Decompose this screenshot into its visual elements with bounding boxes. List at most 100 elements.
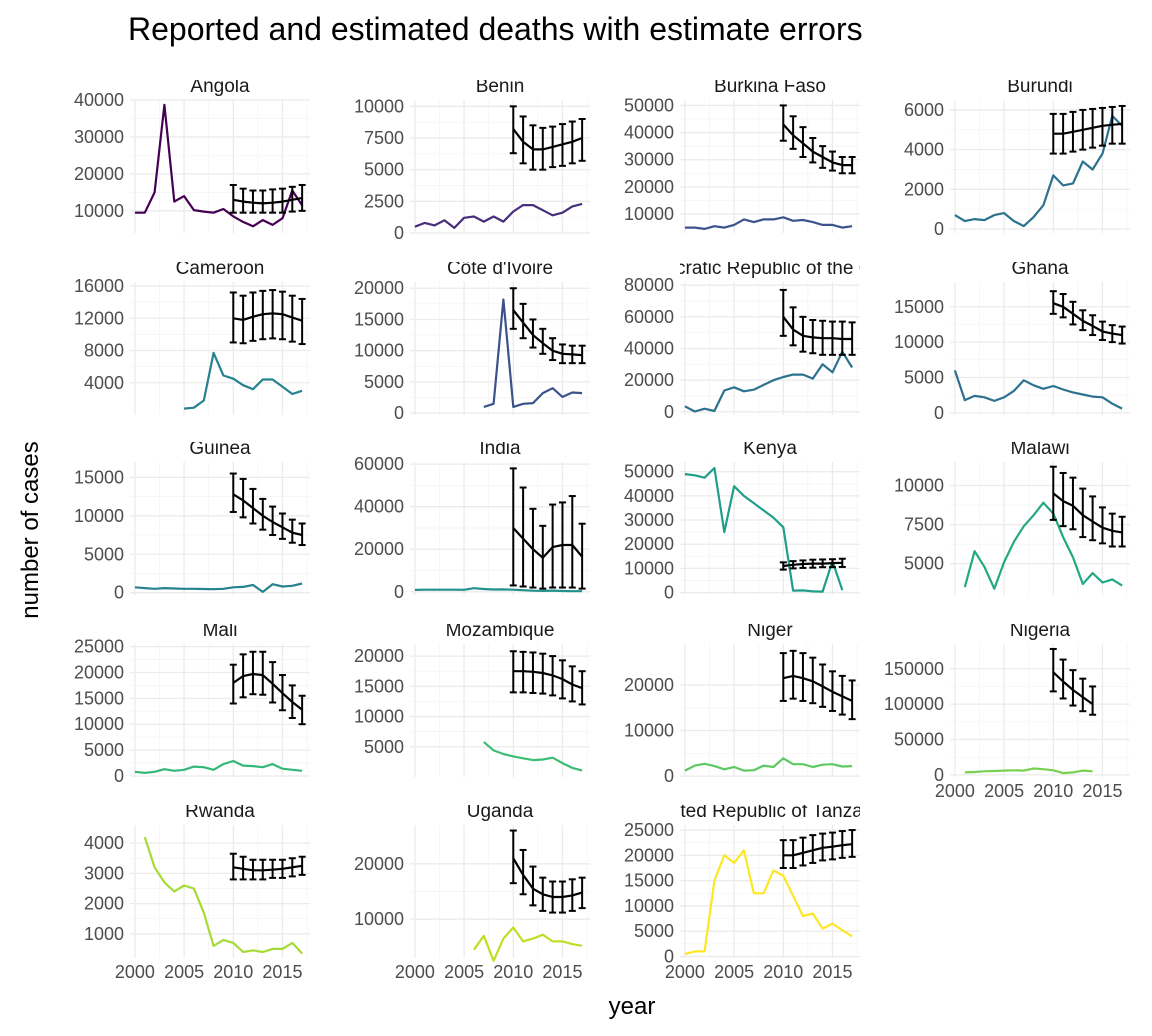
y-tick-label: 40000 <box>624 486 674 506</box>
y-tick-label: 10000 <box>894 332 944 352</box>
facet-strip-label: Angola <box>190 76 250 97</box>
y-tick-label: 40000 <box>624 339 674 359</box>
y-tick-label: 20000 <box>624 675 674 695</box>
y-tick-label: 0 <box>394 223 404 243</box>
y-tick-label: 20000 <box>74 164 124 184</box>
reported-series-line <box>953 370 1123 410</box>
x-axis-title: year <box>609 993 656 1020</box>
y-tick-label: 0 <box>934 219 944 239</box>
reported-series-line <box>684 350 854 413</box>
x-tick-label: 2000 <box>115 962 155 982</box>
estimated-series-line <box>1052 492 1123 534</box>
y-tick-label: 60000 <box>354 454 404 474</box>
facet-panel: Mali 0 5000 10000 15000 20000 25000 <box>74 620 310 786</box>
reported-series-line <box>134 582 303 594</box>
reported-series-line <box>483 298 583 408</box>
y-tick-label: 1000 <box>84 924 124 944</box>
facet-strip-label: Burundi <box>1007 76 1073 97</box>
facet-strip-label: Rwanda <box>185 801 255 822</box>
y-tick-label: 50000 <box>624 95 674 115</box>
facet-panel: Guinea 0 5000 10000 15000 <box>74 438 310 603</box>
y-tick-label: 16000 <box>74 276 124 296</box>
facet-panel: Angola 10000 20000 30000 40000 <box>74 76 310 233</box>
facet-panel: Kenya 0 10000 20000 30000 40000 50000 <box>624 442 860 603</box>
x-tick-label: 2005 <box>984 781 1024 801</box>
y-tick-label: 150000 <box>884 659 944 679</box>
reported-series-line <box>414 202 583 229</box>
x-tick-label: 2000 <box>935 781 975 801</box>
y-tick-label: 5000 <box>84 544 124 564</box>
y-tick-label: 5000 <box>904 368 944 388</box>
facet-panel: Ghana 0 5000 10000 15000 <box>894 258 1130 423</box>
y-tick-label: 30000 <box>624 510 674 530</box>
facet-strip-label: Burkina Faso <box>714 76 826 97</box>
estimated-series-line <box>1053 122 1123 135</box>
facet-strip-label: Guinea <box>189 438 251 459</box>
y-tick-label: 10000 <box>624 896 674 916</box>
y-tick-label: 5000 <box>84 740 124 760</box>
y-tick-label: 15000 <box>74 688 124 708</box>
y-tick-label: 25000 <box>624 820 674 840</box>
y-tick-label: 10000 <box>624 558 674 578</box>
y-tick-label: 20000 <box>354 854 404 874</box>
y-tick-label: 20000 <box>624 845 674 865</box>
reported-series-line <box>143 836 303 955</box>
y-tick-label: 10000 <box>354 707 404 727</box>
y-tick-label: 15000 <box>354 676 404 696</box>
estimated-series-line <box>783 674 853 702</box>
reported-series-line <box>684 466 844 593</box>
y-tick-label: 40000 <box>74 90 124 110</box>
y-tick-label: 0 <box>114 583 124 603</box>
facet-strip-label: Mozambique <box>446 620 555 641</box>
reported-series-line <box>414 587 583 593</box>
facet-panel: Rwanda 1000 2000 3000 4000 2000 2005 2010 2015 <box>84 801 310 982</box>
y-tick-label: 0 <box>664 402 674 422</box>
facet-panel: Democratic Republic of the Congo 0 20000 40… <box>624 262 860 422</box>
y-tick-label: 20000 <box>354 539 404 559</box>
facet-panel: India 0 20000 40000 60000 <box>354 438 590 602</box>
y-tick-label: 2000 <box>904 179 944 199</box>
facet-strip-label: Côte d'Ivoire <box>447 258 553 279</box>
estimated-series-line <box>1052 302 1123 337</box>
y-tick-label: 10000 <box>354 96 404 116</box>
estimated-series-line <box>512 128 583 151</box>
y-tick-label: 4000 <box>904 140 944 160</box>
estimated-series-line <box>233 864 303 872</box>
y-tick-label: 15000 <box>74 467 124 487</box>
x-tick-label: 2010 <box>213 962 253 982</box>
facet-strip-label: Mali <box>203 620 238 641</box>
reported-series-line <box>134 103 304 228</box>
y-tick-label: 0 <box>394 582 404 602</box>
reported-series-line <box>684 757 853 772</box>
y-tick-label: 10000 <box>74 201 124 221</box>
y-tick-label: 20000 <box>354 646 404 666</box>
x-tick-label: 2000 <box>395 962 435 982</box>
estimated-series-line <box>232 493 303 537</box>
y-tick-label: 0 <box>934 403 944 423</box>
estimated-series-line <box>782 316 853 341</box>
facet-panel: Cameroon 4000 8000 12000 16000 <box>74 258 310 415</box>
y-tick-label: 50000 <box>624 462 674 482</box>
facet-panel: Nigeria 0 50000 100000 150000 2000 2005 2010 201… <box>884 624 1130 801</box>
y-tick-label: 10000 <box>74 506 124 526</box>
estimated-series-line <box>233 196 303 205</box>
reported-series-line <box>954 114 1123 228</box>
y-tick-label: 5000 <box>904 554 944 574</box>
reported-series-line <box>684 849 853 956</box>
reported-series-line <box>964 767 1093 775</box>
x-tick-label: 2010 <box>1033 781 1073 801</box>
facet-panel: Malawi 5000 7500 10000 <box>894 442 1130 595</box>
y-tick-label: 20000 <box>624 177 674 197</box>
facet-strip-label: India <box>479 438 521 459</box>
estimated-series-line <box>233 312 303 322</box>
y-tick-label: 6000 <box>904 100 944 120</box>
facet-panel: Benin 0 2500 5000 7500 10000 <box>354 80 590 243</box>
y-tick-label: 0 <box>934 765 944 785</box>
y-tick-label: 60000 <box>624 307 674 327</box>
reported-series-line <box>963 501 1123 590</box>
facet-strip-label: Cameroon <box>176 258 265 279</box>
y-tick-label: 5000 <box>364 737 404 757</box>
facet-strip-label: Ghana <box>1011 258 1068 279</box>
y-tick-label: 2000 <box>84 894 124 914</box>
